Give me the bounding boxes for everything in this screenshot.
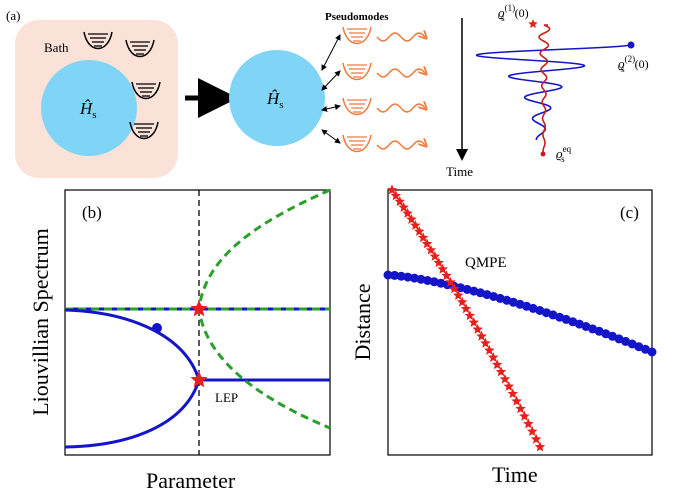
potential-well (129, 121, 159, 140)
panel-a: (a) Bath Ĥs Ĥs Pseudomodes Time ϱ(1) s (0)… (6, 3, 649, 179)
potential-well (342, 97, 372, 116)
system-label: Ĥs (266, 89, 284, 111)
point (383, 270, 393, 280)
system-circle (41, 60, 137, 156)
star (433, 257, 444, 268)
star (523, 418, 534, 429)
star (398, 202, 409, 212)
rho2-label: ϱ(2) s (0) (618, 54, 649, 74)
wave (376, 69, 425, 78)
point (390, 270, 400, 280)
star (488, 352, 499, 362)
star (491, 359, 503, 370)
annotation: LEP (215, 390, 238, 405)
star (472, 323, 483, 334)
star (480, 337, 491, 348)
star (449, 283, 460, 294)
time-label: Time (446, 164, 473, 179)
star (476, 330, 487, 341)
end-dot (540, 151, 546, 157)
star (453, 289, 464, 300)
star (515, 403, 526, 414)
coupling-arrow (321, 129, 341, 144)
wave (376, 33, 425, 42)
star (527, 426, 538, 436)
rho-eq-label: ϱeq s (556, 144, 572, 164)
coupling-arrow (321, 34, 341, 71)
star (528, 19, 538, 28)
star (507, 388, 518, 399)
x-label: Parameter (146, 468, 236, 493)
star (495, 366, 507, 377)
star (414, 226, 425, 236)
star (534, 441, 546, 452)
wave (376, 141, 425, 150)
star (417, 232, 429, 243)
potential-well (342, 26, 372, 45)
eigen-curve (64, 308, 201, 449)
potential-well (342, 134, 372, 153)
x-label: Time (492, 462, 538, 487)
panel-label: (b) (82, 203, 102, 222)
wave (376, 104, 425, 113)
point (403, 272, 413, 282)
star (394, 196, 405, 207)
star (386, 184, 398, 195)
star (406, 213, 417, 224)
panel-b: (b) LEP Parameter Liouvillian Spectrum (28, 188, 331, 493)
panel-label: (a) (6, 8, 20, 23)
star (402, 207, 413, 218)
star (468, 317, 479, 327)
star (390, 190, 402, 201)
panel-label: (c) (620, 203, 639, 222)
star (441, 270, 452, 281)
star (511, 395, 522, 406)
star (437, 263, 448, 274)
star (410, 220, 421, 230)
star (456, 296, 468, 307)
point (152, 323, 162, 333)
system-circle (229, 50, 325, 146)
star (530, 433, 542, 444)
potential-well (342, 62, 372, 81)
star (519, 410, 530, 421)
star (190, 300, 208, 317)
y-label: Distance (350, 284, 375, 361)
star (464, 310, 476, 321)
rho1-label: ϱ(1) s (0) (498, 3, 529, 23)
potential-well (83, 31, 113, 50)
trajectory-1 (538, 24, 551, 156)
system-label: Ĥs (79, 99, 97, 121)
trajectory-2 (475, 44, 631, 140)
star (429, 251, 441, 261)
panel-c: (c) QMPE Time Distance (350, 184, 657, 487)
potential-well (131, 81, 161, 100)
start-dot (627, 41, 635, 49)
star (425, 244, 437, 255)
axes-frame (387, 189, 653, 456)
star (484, 344, 495, 355)
star (421, 238, 433, 249)
star (499, 373, 511, 384)
star (445, 276, 456, 287)
annotation: QMPE (465, 255, 507, 271)
axes-frame (64, 189, 331, 456)
star (460, 303, 472, 314)
star (190, 371, 208, 388)
y-label: Liouvillian Spectrum (28, 228, 53, 416)
pseudomodes-label: Pseudomodes (325, 11, 389, 23)
point (396, 271, 406, 281)
coupling-arrow (321, 70, 341, 91)
potential-well (125, 39, 155, 58)
bath-label: Bath (44, 40, 69, 55)
coupling-arrow (321, 104, 341, 112)
point (647, 347, 657, 357)
star (503, 381, 515, 391)
